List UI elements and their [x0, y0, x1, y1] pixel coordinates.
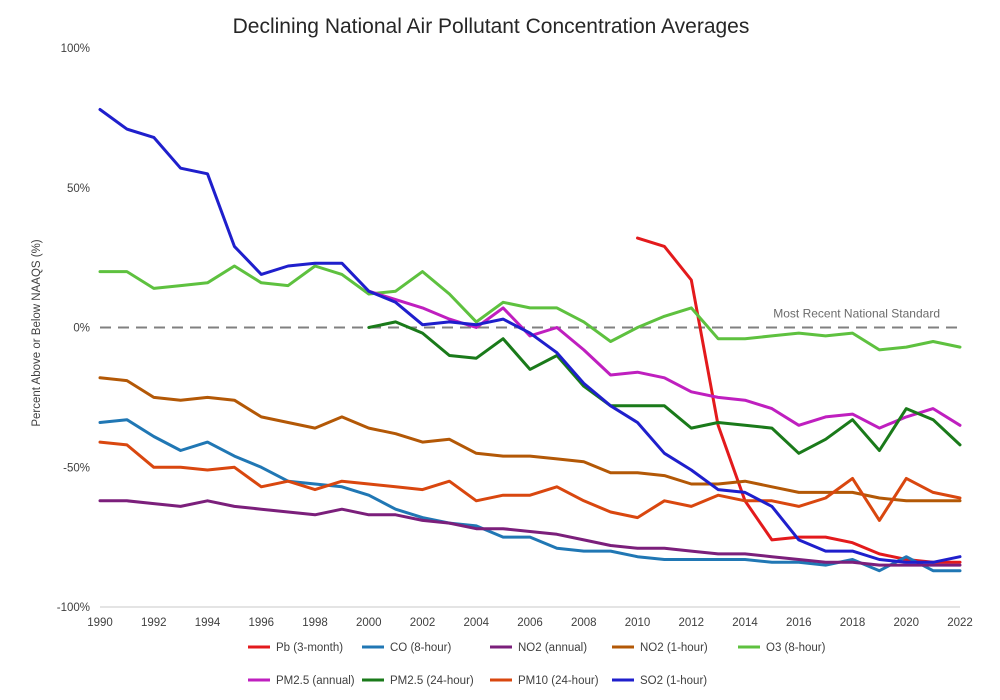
x-tick-label: 1996 [248, 617, 274, 629]
legend-label-4: NO2 (1-hour) [640, 642, 708, 654]
x-tick-label: 2002 [410, 617, 436, 629]
y-tick-label: 0% [73, 323, 90, 335]
legend-label-5: O3 (8-hour) [766, 642, 826, 654]
x-tick-label: 1992 [141, 617, 167, 629]
legend-label-3: NO2 (annual) [518, 642, 587, 654]
x-tick-label: 2020 [893, 617, 919, 629]
y-axis-label: Percent Above or Below NAAQS (%) [31, 239, 43, 426]
legend-label-8: PM10 (24-hour) [518, 675, 599, 687]
series-line-1 [636, 236, 962, 564]
x-tick-label: 2004 [463, 617, 489, 629]
legend: Pb (3-month) CO (8-hour) NO2 (annual) NO2 (… [248, 642, 826, 687]
y-tick-label: -50% [63, 462, 90, 474]
x-tick-label: 2008 [571, 617, 597, 629]
legend-label-6: PM2.5 (annual) [276, 675, 355, 687]
x-tick-label: 2000 [356, 617, 382, 629]
series-line-2 [98, 418, 962, 573]
series-line-4 [98, 376, 962, 503]
x-tick-label: 2006 [517, 617, 543, 629]
x-tick-label: 2012 [678, 617, 704, 629]
y-tick-label: 50% [67, 183, 90, 195]
x-tick-label: 1998 [302, 617, 328, 629]
chart-title: Declining National Air Pollutant Concent… [233, 15, 750, 38]
series-line-3 [98, 499, 962, 567]
legend-label-2: CO (8-hour) [390, 642, 452, 654]
x-tick-label: 2022 [947, 617, 973, 629]
x-tick-label: 2018 [840, 617, 866, 629]
x-tick-label: 1990 [87, 617, 113, 629]
legend-label-9: SO2 (1-hour) [640, 675, 707, 687]
plot-area: 100% 50% 0% -50% -100% 1990 1992 1994 1996 1998 20… [57, 43, 973, 629]
series-line-8 [98, 440, 962, 522]
x-tick-label: 1994 [195, 617, 221, 629]
reference-line-label: Most Recent National Standard [773, 307, 940, 321]
legend-label-7: PM2.5 (24-hour) [390, 675, 474, 687]
series-line-5 [98, 264, 962, 352]
legend-label-1: Pb (3-month) [276, 642, 343, 654]
y-tick-label: 100% [61, 43, 90, 55]
series-line-7 [367, 320, 962, 455]
y-tick-label: -100% [57, 602, 90, 614]
series-line-9 [98, 108, 962, 564]
x-tick-label: 2016 [786, 617, 812, 629]
x-tick-label: 2010 [625, 617, 651, 629]
x-tick-label: 2014 [732, 617, 758, 629]
